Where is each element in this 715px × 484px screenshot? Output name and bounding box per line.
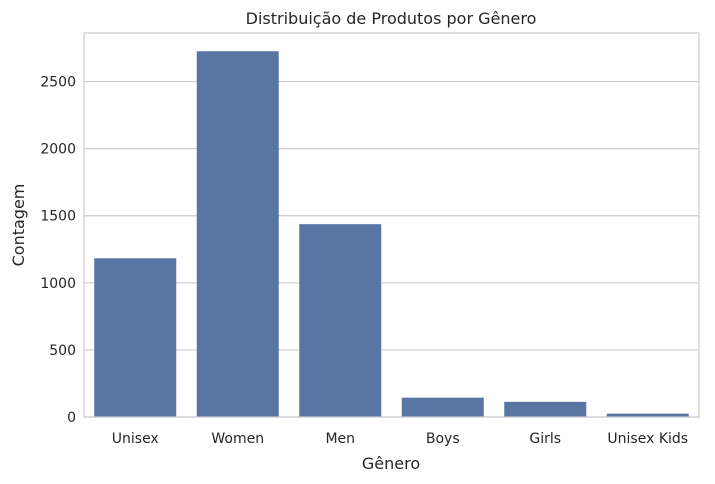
bar-women [196, 51, 279, 418]
bar-unisex-kids [606, 413, 689, 417]
x-tick-label: Unisex Kids [607, 431, 688, 447]
y-tick-label: 2000 [40, 142, 76, 158]
x-tick-label: Girls [529, 431, 561, 447]
chart-title: Distribuição de Produtos por Gênero [246, 9, 537, 28]
x-tick-label: Boys [426, 431, 460, 447]
y-tick-label: 500 [49, 343, 76, 359]
y-tick-label: 2500 [40, 75, 76, 91]
y-tick-label: 0 [67, 410, 76, 426]
x-tick-label: Unisex [112, 431, 159, 447]
y-tick-labels: 0 500 1000 1500 2000 2500 [40, 75, 76, 426]
x-tick-label: Men [325, 431, 355, 447]
y-tick-label: 1500 [40, 209, 76, 225]
y-tick-label: 1000 [40, 276, 76, 292]
plot-frame [83, 32, 700, 418]
bar-men [299, 224, 382, 417]
bar-boys [401, 397, 484, 417]
bars [94, 51, 689, 418]
bar-unisex [94, 258, 177, 417]
bar-girls [504, 401, 587, 417]
x-tick-label: Women [211, 431, 264, 447]
y-axis-label: Contagem [9, 184, 28, 267]
x-tick-labels: Unisex Women Men Boys Girls Unisex Kids [112, 431, 688, 447]
x-axis-label: Gênero [362, 454, 420, 473]
